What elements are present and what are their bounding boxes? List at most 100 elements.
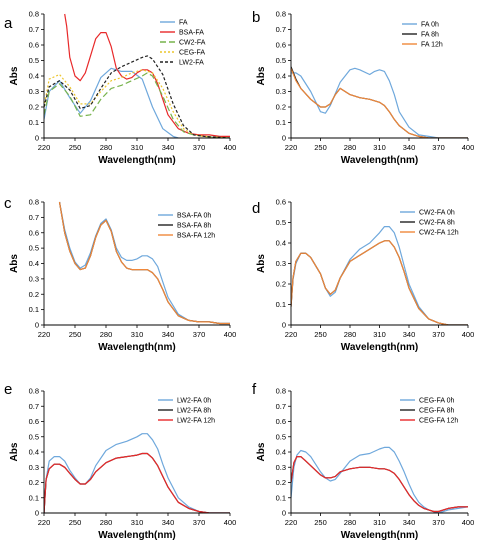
x-tick-label: 220: [285, 518, 298, 527]
x-tick-label: 280: [344, 143, 357, 152]
y-tick-label: 0.6: [29, 41, 39, 50]
y-tick-label: 0.4: [276, 72, 286, 81]
y-axis-label: Abs: [9, 254, 20, 273]
legend-label: FA: [179, 20, 188, 27]
legend-label: LW2-FA 0h: [177, 398, 211, 405]
x-tick-label: 280: [344, 330, 357, 339]
x-tick-label: 250: [69, 330, 82, 339]
x-tick-label: 370: [193, 330, 206, 339]
y-tick-label: 0.5: [276, 432, 286, 441]
y-tick-label: 0.3: [29, 87, 39, 96]
x-tick-label: 370: [432, 518, 445, 527]
series-line-lw2-fa: [44, 55, 230, 138]
y-tick-label: 0.4: [276, 239, 286, 248]
x-axis-label: Wavelength(nm): [341, 342, 418, 353]
x-tick-label: 250: [69, 518, 82, 527]
y-tick-label: 0.6: [276, 417, 286, 426]
x-tick-label: 310: [373, 518, 386, 527]
legend-label: CW2-FA: [179, 40, 206, 47]
series-line-lw2-fa-12h: [44, 452, 230, 513]
x-tick-label: 280: [100, 330, 113, 339]
y-tick-label: 0.2: [29, 478, 39, 487]
x-tick-label: 280: [100, 518, 113, 527]
panel-letter: d: [252, 200, 260, 217]
y-tick-label: 0.7: [29, 213, 39, 222]
chart-panel-b: b 0 0.1 0.2 0.3 0.4 0.5 0.6 0.7 0.8 220 250 280 310 34…: [252, 9, 474, 166]
legend: CEG-FA 0h CEG-FA 8h CEG-FA 12h: [400, 398, 458, 425]
y-tick-label: 0.5: [29, 56, 39, 65]
series-line-bsa-fa-0h: [58, 201, 230, 325]
legend-label: FA 0h: [421, 22, 439, 29]
y-tick-label: 0.3: [276, 463, 286, 472]
y-tick-label: 0.8: [276, 10, 286, 19]
series-line-cw2-fa-0h: [291, 226, 468, 325]
y-tick-label: 0.7: [276, 402, 286, 411]
legend-label: FA 8h: [421, 32, 439, 39]
legend-label: BSA-FA 0h: [177, 213, 211, 220]
legend-label: LW2-FA: [179, 60, 204, 67]
legend-label: CW2-FA 8h: [419, 220, 455, 227]
x-tick-label: 400: [224, 518, 237, 527]
x-tick-label: 370: [193, 143, 206, 152]
x-tick-label: 220: [38, 143, 51, 152]
y-tick-label: 0.5: [29, 432, 39, 441]
series-line-lw2-fa-8h: [44, 452, 230, 513]
x-tick-label: 340: [403, 518, 416, 527]
chart-panel-c: c 0 0.1 0.2 0.3 0.4 0.5 0.6 0.7 0.8 220 250 280 310 34…: [4, 195, 236, 353]
y-tick-label: 0.2: [29, 290, 39, 299]
x-tick-label: 400: [462, 330, 475, 339]
y-tick-label: 0.1: [276, 300, 286, 309]
x-tick-label: 220: [38, 330, 51, 339]
y-tick-label: 0.2: [276, 478, 286, 487]
x-tick-label: 370: [432, 330, 445, 339]
x-tick-label: 310: [131, 330, 144, 339]
y-axis-label: Abs: [256, 442, 267, 461]
series-line-fa: [44, 67, 179, 138]
x-axis-label: Wavelength(nm): [98, 342, 175, 353]
y-tick-label: 0: [282, 509, 286, 518]
y-tick-label: 0: [282, 321, 286, 330]
y-tick-label: 0.4: [276, 448, 286, 457]
x-tick-label: 310: [131, 143, 144, 152]
x-tick-label: 370: [193, 518, 206, 527]
legend-label: LW2-FA 8h: [177, 408, 211, 415]
panel-letter: a: [4, 15, 13, 32]
x-tick-label: 370: [432, 143, 445, 152]
x-axis-label: Wavelength(nm): [98, 155, 175, 166]
y-tick-label: 0.3: [276, 259, 286, 268]
legend-label: BSA-FA 8h: [177, 223, 211, 230]
y-tick-label: 0.6: [276, 198, 286, 207]
x-tick-label: 340: [162, 143, 175, 152]
legend-label: CW2-FA 0h: [419, 210, 455, 217]
y-tick-label: 0.4: [29, 448, 39, 457]
legend-label: CEG-FA 8h: [419, 408, 455, 415]
y-tick-label: 0: [35, 321, 39, 330]
series-line-fa-12h: [291, 68, 468, 138]
y-tick-label: 0.8: [29, 387, 39, 396]
x-tick-label: 280: [344, 518, 357, 527]
series-line-ceg-fa-8h: [291, 456, 468, 513]
y-tick-label: 0.5: [276, 218, 286, 227]
x-tick-label: 400: [224, 143, 237, 152]
legend: FA BSA-FA CW2-FA CEG-FA LW2-FA: [160, 20, 206, 67]
legend-label: CEG-FA: [179, 50, 205, 57]
x-tick-label: 340: [403, 330, 416, 339]
panel-letter: b: [252, 9, 260, 26]
y-tick-label: 0.6: [29, 228, 39, 237]
x-tick-label: 250: [314, 330, 327, 339]
y-tick-label: 0.1: [276, 118, 286, 127]
panel-letter: e: [4, 381, 12, 398]
y-tick-label: 0.3: [276, 87, 286, 96]
x-tick-label: 250: [314, 143, 327, 152]
legend: CW2-FA 0h CW2-FA 8h CW2-FA 12h: [400, 210, 459, 237]
y-tick-label: 0: [35, 509, 39, 518]
series-line-bsa-fa-12h: [58, 201, 230, 325]
y-tick-label: 0.2: [276, 280, 286, 289]
legend-label: CEG-FA 0h: [419, 398, 455, 405]
y-tick-label: 0.1: [276, 493, 286, 502]
y-tick-label: 0.1: [29, 305, 39, 314]
series-line-cw2-fa-8h: [291, 240, 468, 325]
x-tick-label: 400: [224, 330, 237, 339]
y-tick-label: 0.6: [29, 417, 39, 426]
x-tick-label: 340: [162, 518, 175, 527]
